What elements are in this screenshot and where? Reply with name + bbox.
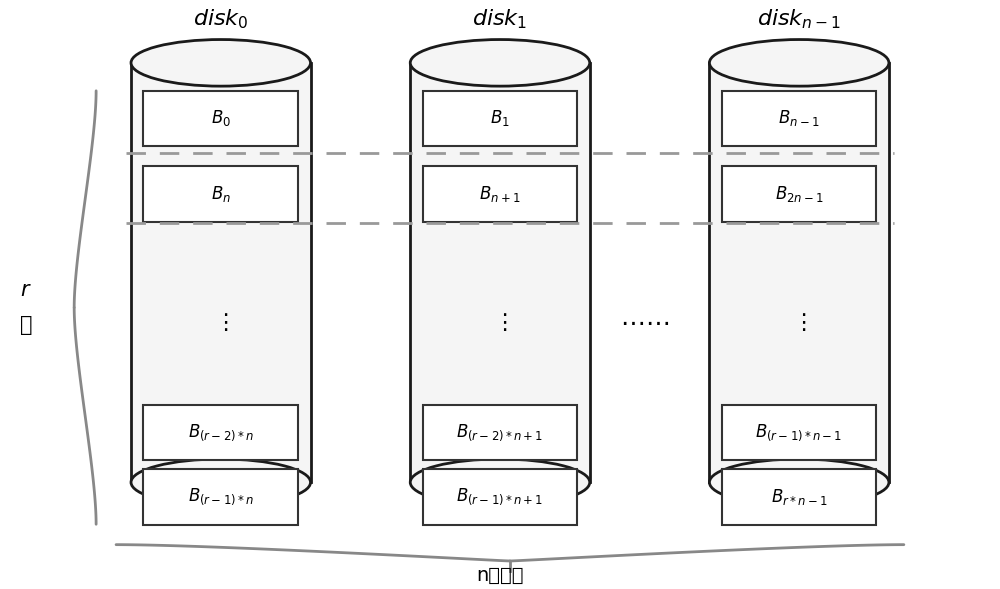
Polygon shape — [709, 63, 889, 482]
Ellipse shape — [410, 459, 590, 505]
Text: 行: 行 — [20, 315, 33, 335]
Text: $B_n$: $B_n$ — [211, 184, 231, 204]
Polygon shape — [131, 63, 311, 482]
Ellipse shape — [709, 39, 889, 86]
FancyBboxPatch shape — [423, 166, 577, 221]
Text: $B_{(r-1)*n+1}$: $B_{(r-1)*n+1}$ — [456, 487, 544, 507]
FancyBboxPatch shape — [143, 91, 298, 146]
Text: $disk_{n-1}$: $disk_{n-1}$ — [757, 7, 841, 31]
FancyBboxPatch shape — [143, 469, 298, 525]
FancyBboxPatch shape — [423, 91, 577, 146]
Ellipse shape — [410, 39, 590, 86]
Ellipse shape — [131, 39, 311, 86]
Text: $B_1$: $B_1$ — [490, 108, 510, 128]
Text: $B_{r*n-1}$: $B_{r*n-1}$ — [771, 487, 827, 507]
FancyBboxPatch shape — [143, 166, 298, 221]
Text: $B_{n+1}$: $B_{n+1}$ — [479, 184, 521, 204]
Text: $B_{n-1}$: $B_{n-1}$ — [778, 108, 820, 128]
Ellipse shape — [131, 459, 311, 505]
Text: $\vdots$: $\vdots$ — [493, 311, 507, 333]
Text: $disk_0$: $disk_0$ — [193, 7, 249, 31]
Text: $B_{(r-1)*n-1}$: $B_{(r-1)*n-1}$ — [755, 422, 843, 443]
Text: $\vdots$: $\vdots$ — [214, 311, 228, 333]
Text: $B_{(r-1)*n}$: $B_{(r-1)*n}$ — [188, 487, 254, 507]
Polygon shape — [410, 63, 590, 482]
FancyBboxPatch shape — [722, 166, 876, 221]
FancyBboxPatch shape — [143, 405, 298, 461]
Text: $disk_1$: $disk_1$ — [472, 7, 528, 31]
Ellipse shape — [709, 459, 889, 505]
FancyBboxPatch shape — [722, 91, 876, 146]
FancyBboxPatch shape — [722, 469, 876, 525]
Text: $r$: $r$ — [20, 280, 32, 300]
Text: $B_0$: $B_0$ — [211, 108, 231, 128]
FancyBboxPatch shape — [423, 469, 577, 525]
FancyBboxPatch shape — [722, 405, 876, 461]
Text: n个磁盘: n个磁盘 — [476, 566, 524, 585]
Text: $\vdots$: $\vdots$ — [792, 311, 806, 333]
Text: $B_{(r-2)*n+1}$: $B_{(r-2)*n+1}$ — [456, 422, 544, 443]
Text: $\cdots\cdots$: $\cdots\cdots$ — [620, 310, 669, 334]
Text: $B_{(r-2)*n}$: $B_{(r-2)*n}$ — [188, 422, 254, 443]
FancyBboxPatch shape — [423, 405, 577, 461]
Text: $B_{2n-1}$: $B_{2n-1}$ — [775, 184, 824, 204]
